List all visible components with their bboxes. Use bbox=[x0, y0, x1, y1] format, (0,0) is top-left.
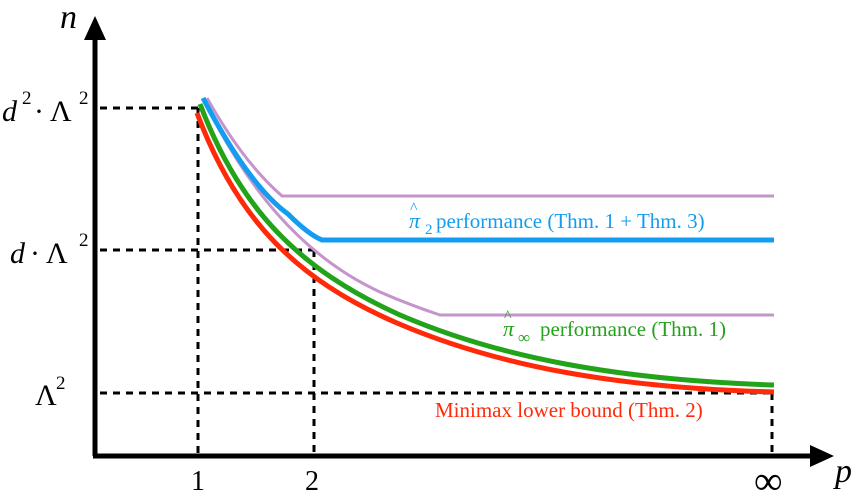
axes bbox=[84, 16, 834, 467]
x-axis-label: p bbox=[833, 453, 852, 490]
y-tick-lambda2: Λ 2 bbox=[35, 373, 66, 412]
piinf-subscript: ∞ bbox=[518, 328, 530, 347]
y-axis-label: n bbox=[60, 0, 77, 36]
y-tick-mid-rest: · Λ bbox=[30, 237, 68, 270]
y-tick-mid-d: d bbox=[10, 237, 26, 270]
pi2-hat-icon: ^ bbox=[410, 200, 418, 217]
label-minimax-lower-bound: Minimax lower bound (Thm. 2) bbox=[435, 398, 703, 422]
y-tick-mid-sup: 2 bbox=[79, 230, 89, 251]
guide-lines bbox=[100, 106, 774, 455]
pi2-subscript: 2 bbox=[425, 222, 433, 238]
x-tick-2: 2 bbox=[305, 466, 319, 495]
pi2-text: performance (Thm. 1 + Thm. 3) bbox=[436, 209, 705, 233]
purple-upper-plateau bbox=[205, 97, 774, 198]
piinf-performance-curve bbox=[197, 103, 775, 388]
y-tick-d-lambda2: d · Λ 2 bbox=[10, 230, 89, 270]
piinf-text: performance (Thm. 1) bbox=[540, 317, 726, 341]
y-tick-low-sup: 2 bbox=[56, 373, 66, 394]
piinf-symbol: π bbox=[503, 316, 515, 341]
y-tick-lambda-sup: 2 bbox=[79, 88, 89, 109]
y-tick-d-sup: 2 bbox=[22, 88, 32, 109]
label-piinf-performance: π ^ ∞ performance (Thm. 1) bbox=[503, 308, 726, 347]
piinf-hat-icon: ^ bbox=[504, 308, 512, 325]
y-tick-lambda: · Λ bbox=[34, 95, 72, 128]
pi2-performance-curve bbox=[200, 96, 774, 243]
y-tick-d2-lambda2: d 2 · Λ 2 bbox=[2, 88, 89, 128]
minimax-lower-bound-curve bbox=[194, 112, 775, 395]
label-pi2-performance: π ^ 2 performance (Thm. 1 + Thm. 3) bbox=[409, 200, 705, 238]
y-tick-d: d bbox=[2, 95, 18, 128]
x-tick-infinity: ∞ bbox=[754, 458, 783, 495]
purple-envelope bbox=[202, 97, 774, 317]
y-axis-arrow-icon bbox=[84, 16, 106, 40]
purple-lower-plateau bbox=[202, 99, 774, 317]
x-tick-1: 1 bbox=[191, 466, 205, 495]
pi2-symbol: π bbox=[409, 208, 421, 233]
y-tick-low-lambda: Λ bbox=[35, 379, 57, 412]
x-axis-arrow-icon bbox=[810, 445, 834, 467]
